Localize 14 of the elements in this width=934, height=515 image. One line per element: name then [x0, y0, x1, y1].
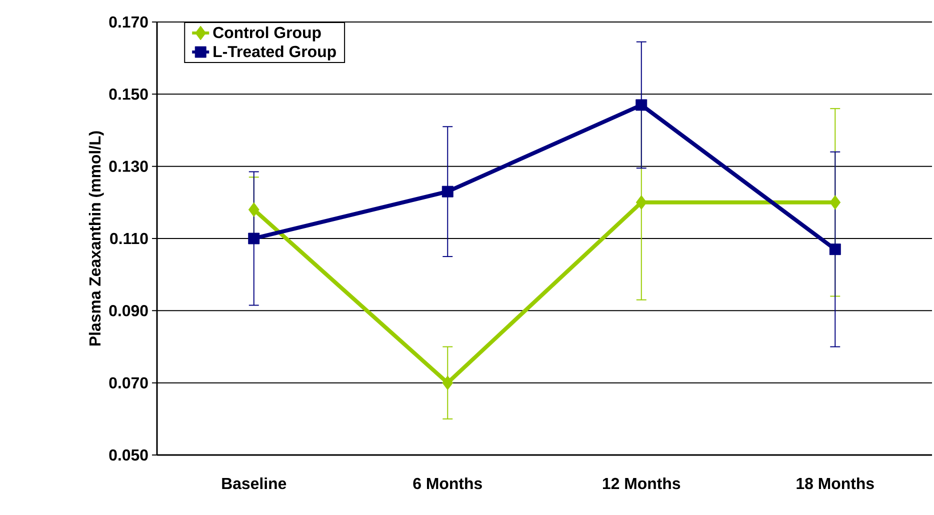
x-tick-label: 12 Months — [602, 477, 680, 490]
y-tick-label: 0.170 — [109, 16, 148, 28]
x-tick-label: Baseline — [222, 477, 286, 490]
y-axis-title: Plasma Zeaxanthin (mmol/L) — [88, 131, 104, 346]
legend-label: L-Treated Group — [214, 46, 336, 60]
y-tick-label: 0.070 — [109, 377, 148, 388]
y-tick-label: 0.110 — [110, 232, 148, 244]
y-tick-label: 0.090 — [109, 305, 148, 316]
y-tick-label: 0.150 — [109, 88, 148, 100]
y-tick-label: 0.130 — [109, 160, 148, 172]
y-tick-label: 0.050 — [109, 449, 148, 461]
x-tick-label: 6 Months — [413, 477, 482, 490]
legend-label: Control Group — [213, 26, 321, 42]
x-tick-label: 18 Months — [796, 477, 874, 490]
